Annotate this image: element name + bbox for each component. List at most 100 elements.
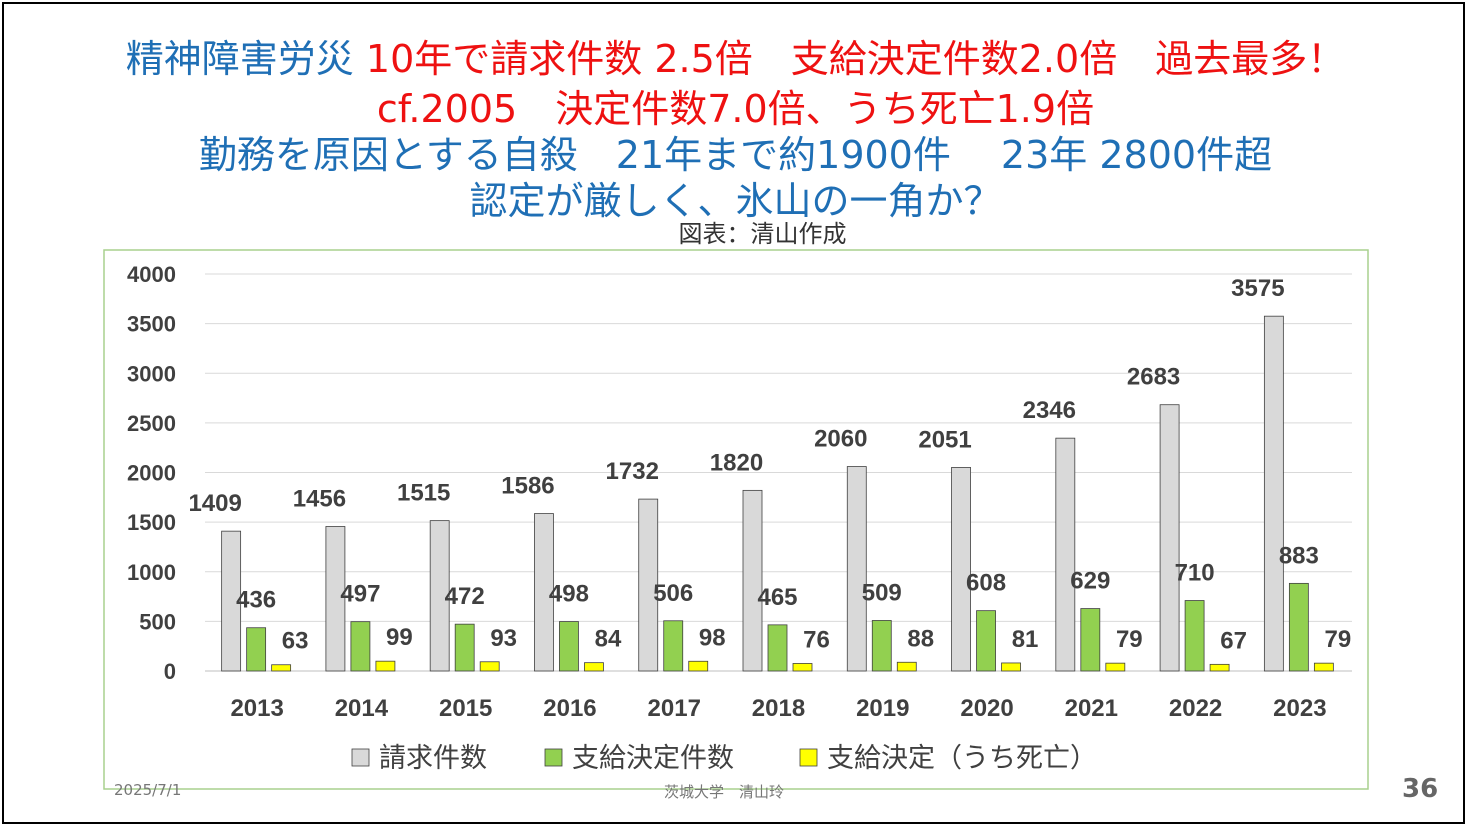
bar: [896, 661, 917, 672]
bar: [1209, 663, 1230, 672]
bar: [792, 663, 813, 672]
x-tick-label: 2013: [230, 695, 283, 722]
x-tick-label: 2015: [439, 695, 492, 722]
data-label: 1515: [397, 480, 450, 507]
data-label: 1732: [606, 458, 659, 485]
data-label: 99: [386, 624, 413, 651]
data-label: 2346: [1023, 397, 1076, 424]
bar: [1184, 600, 1205, 672]
bar: [534, 513, 554, 672]
bar: [1001, 662, 1021, 672]
title-line-2: cf.2005 決定件数7.0倍、うち死亡1.9倍: [376, 87, 1095, 131]
title-line-3: 勤務を原因とする自殺 21年まで約1900件 23年 2800件超: [198, 133, 1273, 177]
y-tick-label: 3000: [127, 361, 176, 386]
bar: [688, 660, 709, 672]
data-label: 1820: [710, 449, 763, 476]
data-label: 1456: [293, 485, 346, 512]
data-label: 1409: [188, 490, 241, 517]
data-label: 497: [340, 581, 380, 608]
bar: [559, 621, 579, 672]
data-label: 63: [282, 628, 309, 655]
legend-label: 請求件数: [379, 743, 487, 774]
legend-swatch: [799, 748, 818, 767]
title-line-1: 精神障害労災 10年で請求件数 2.5倍 支給決定件数2.0倍 過去最多！: [0, 28, 1471, 83]
bar: [1263, 315, 1284, 672]
bar: [350, 621, 371, 672]
bar: [454, 623, 475, 672]
bar: [663, 620, 684, 672]
bar: [742, 489, 763, 672]
data-label: 76: [803, 626, 830, 653]
data-label: 93: [490, 625, 517, 652]
data-label: 98: [699, 624, 726, 651]
y-tick-label: 3500: [127, 312, 176, 337]
legend-label: 支給決定件数: [572, 743, 734, 774]
x-tick-label: 2016: [543, 695, 596, 722]
title-line-1-prefix: 精神障害労災: [125, 37, 354, 81]
bar: [1055, 437, 1076, 672]
y-tick-label: 1500: [127, 510, 176, 535]
x-tick-label: 2022: [1169, 695, 1222, 722]
bar: [271, 664, 292, 672]
bar: [479, 661, 500, 672]
title-line-4: 認定が厳しく、氷山の一角か？: [469, 179, 1002, 223]
data-label: 2060: [814, 426, 867, 453]
bar: [1288, 582, 1309, 672]
data-label: 88: [907, 625, 934, 652]
data-label: 608: [966, 570, 1006, 597]
y-tick-label: 2000: [127, 461, 176, 486]
data-label: 3575: [1231, 275, 1284, 302]
footer-date: 2025/7/1: [114, 781, 182, 799]
data-label: 472: [445, 583, 485, 610]
legend-swatch: [351, 748, 370, 767]
x-tick-label: 2020: [960, 695, 1013, 722]
data-label: 81: [1012, 626, 1039, 653]
x-tick-label: 2019: [856, 695, 909, 722]
data-label: 883: [1279, 542, 1319, 569]
x-tick-label: 2021: [1065, 695, 1118, 722]
data-label: 79: [1116, 626, 1143, 653]
data-label: 509: [862, 579, 902, 606]
data-label: 710: [1175, 560, 1215, 587]
data-label: 79: [1325, 626, 1352, 653]
data-label: 465: [757, 584, 797, 611]
y-tick-label: 4000: [127, 262, 176, 287]
bar: [846, 466, 867, 672]
bar: [767, 624, 788, 672]
data-label: 436: [236, 587, 276, 614]
bar: [1159, 404, 1180, 672]
bar: [1080, 608, 1101, 672]
data-label: 84: [595, 626, 622, 653]
y-tick-label: 0: [164, 659, 176, 684]
chart-credit: 図表：清山作成: [678, 220, 847, 248]
x-tick-label: 2018: [752, 695, 805, 722]
bar: [246, 627, 267, 672]
data-label: 629: [1070, 568, 1110, 595]
bar: [429, 520, 450, 672]
bar: [584, 662, 604, 672]
title-line-1-highlight: 10年で請求件数 2.5倍 支給決定件数2.0倍 過去最多！: [353, 37, 1346, 81]
data-label: 2683: [1127, 364, 1180, 391]
bar: [871, 620, 892, 672]
bar: [1105, 662, 1126, 672]
x-tick-label: 2014: [335, 695, 389, 722]
bar: [1313, 662, 1334, 672]
bar: [951, 467, 971, 672]
data-label: 2051: [918, 426, 971, 453]
y-tick-label: 1000: [127, 560, 176, 585]
bar: [375, 660, 396, 672]
x-tick-label: 2023: [1273, 695, 1326, 722]
footer-author: 茨城大学 清山玲: [664, 783, 785, 801]
data-label: 498: [549, 581, 589, 608]
y-tick-label: 2500: [127, 411, 176, 436]
y-tick-label: 500: [139, 609, 176, 634]
x-tick-label: 2017: [648, 695, 701, 722]
data-label: 506: [653, 580, 693, 607]
legend-label: 支給決定（うち死亡）: [827, 743, 1097, 774]
bar: [221, 530, 242, 672]
data-label: 67: [1220, 627, 1247, 654]
legend-swatch: [544, 748, 563, 767]
chart-frame: [103, 249, 1369, 790]
